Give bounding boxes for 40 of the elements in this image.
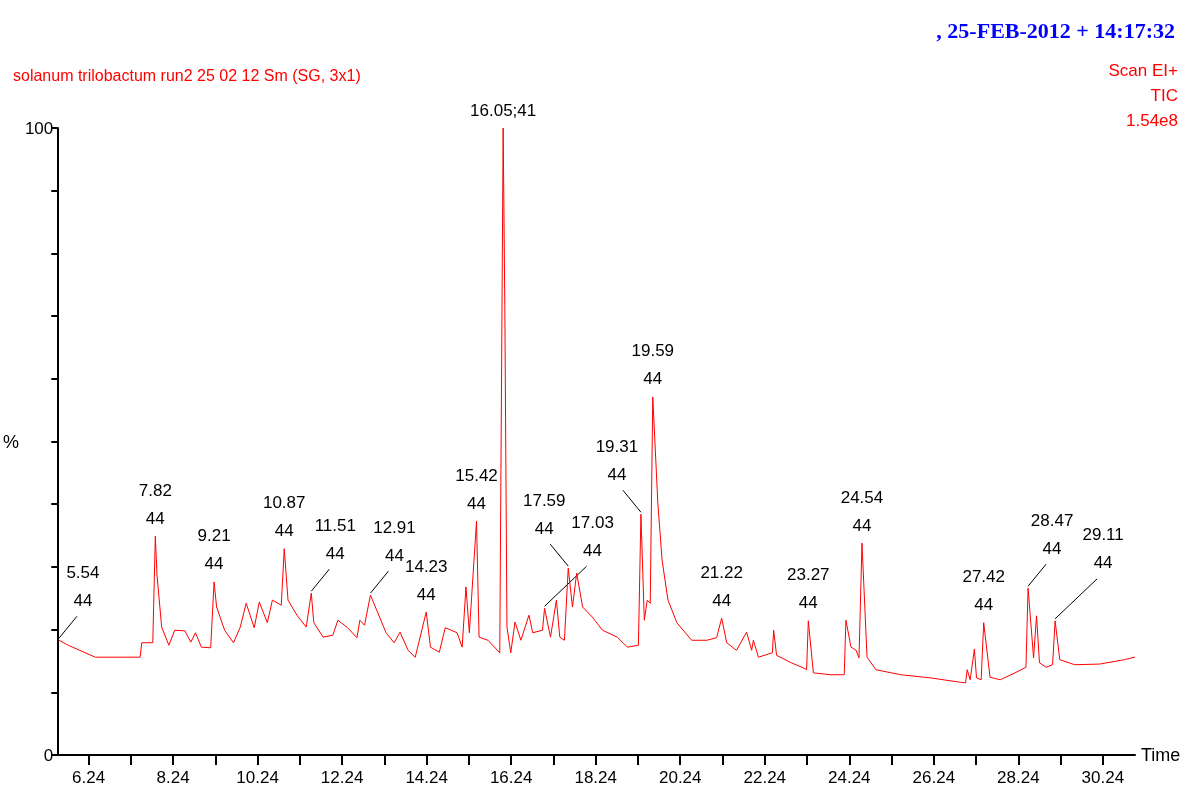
annotation: 1.54e8 bbox=[1126, 111, 1178, 130]
annotation: 19.31 44 bbox=[595, 436, 639, 484]
y-tick-label: 0 bbox=[43, 745, 54, 765]
annotation: 19.59 44 bbox=[631, 341, 675, 389]
annotation: 27.42 44 bbox=[962, 567, 1005, 615]
x-tick-label: 14.24 bbox=[405, 768, 448, 787]
x-tick-label: 10.24 bbox=[236, 768, 279, 787]
x-tick-label: 26.24 bbox=[912, 768, 956, 787]
line-series bbox=[58, 127, 1136, 684]
x-tick-label: 12.24 bbox=[320, 768, 364, 787]
x-tick-label: 28.24 bbox=[997, 768, 1040, 787]
x-tick-label: 30.24 bbox=[1081, 768, 1125, 787]
x-tick-label: 16.24 bbox=[489, 768, 533, 787]
text: TIC bbox=[1150, 86, 1178, 105]
annotation: 10.87 44 bbox=[262, 493, 306, 541]
annotation: 16.05;41 bbox=[470, 100, 537, 120]
annotation: 11.51 44 bbox=[314, 515, 356, 563]
x-axis-title: Time bbox=[1141, 745, 1181, 765]
annotation: 17.59 44 bbox=[522, 490, 566, 538]
y-tick-label: 100 bbox=[24, 118, 54, 138]
annotation: 21.22 44 bbox=[700, 562, 743, 610]
x-tick-label: 6.24 bbox=[72, 768, 106, 787]
annotation: 5.54 44 bbox=[66, 562, 100, 610]
text: Scan EI+ bbox=[1108, 61, 1179, 80]
annotation: 24.54 44 bbox=[840, 487, 884, 535]
annotation: 28.47 44 bbox=[1030, 510, 1074, 558]
x-tick-label: 20.24 bbox=[658, 768, 702, 787]
x-tick-label: 18.24 bbox=[574, 768, 617, 787]
annotation: 7.82 44 bbox=[138, 480, 172, 528]
annotation: 23.27 44 bbox=[787, 565, 830, 613]
annotation: 29.11 44 bbox=[1082, 525, 1124, 573]
chart-title: solanum trilobactum run2 25 02 12 Sm (SG, 3x1) bbox=[13, 66, 361, 84]
annotation: 15.42 44 bbox=[455, 465, 498, 513]
annotation: 17.03 44 bbox=[571, 512, 614, 560]
chart-subtitle: , 25-FEB-2012 + 14:17:32 bbox=[936, 17, 1176, 43]
x-tick-label: 22.24 bbox=[743, 768, 787, 787]
annotation: 9.21 44 bbox=[197, 526, 231, 574]
y-axis-title: % bbox=[2, 431, 19, 452]
x-tick-label: 24.24 bbox=[828, 768, 871, 787]
x-tick-label: 8.24 bbox=[156, 768, 190, 787]
